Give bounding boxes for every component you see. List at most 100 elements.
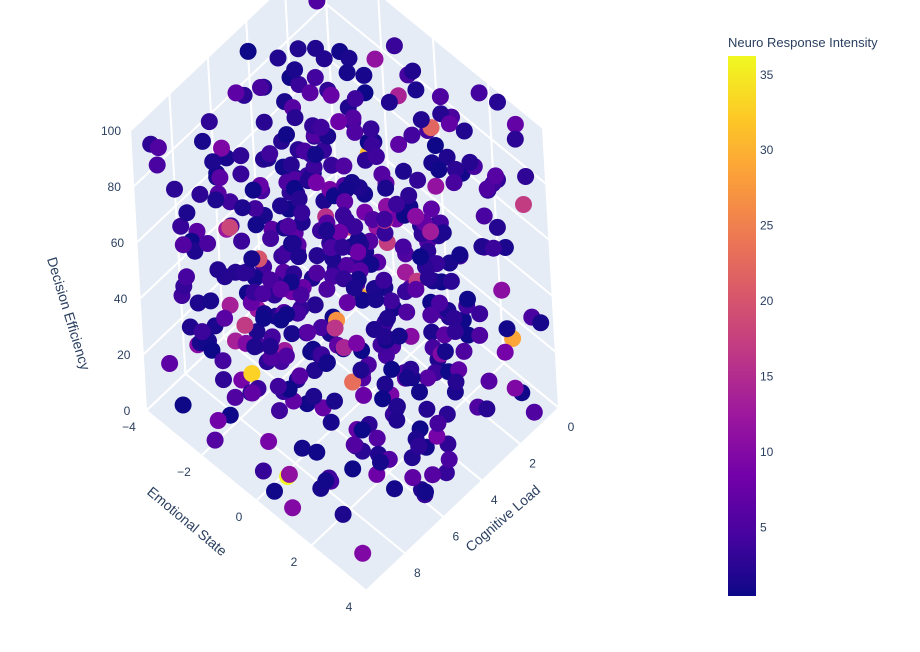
data-point (283, 325, 301, 343)
data-point (367, 291, 385, 309)
data-point (525, 403, 543, 421)
data-point (284, 234, 302, 252)
data-point (291, 367, 309, 385)
data-point (404, 469, 422, 486)
data-point (307, 174, 325, 191)
data-point (395, 162, 412, 180)
data-point (355, 386, 373, 404)
data-point (308, 247, 326, 265)
data-point (409, 171, 427, 189)
data-point (375, 271, 393, 289)
data-point (418, 400, 436, 418)
x-tick-label: 0 (568, 420, 575, 434)
data-point (315, 50, 333, 68)
data-point (400, 187, 418, 204)
data-point (376, 224, 394, 242)
data-point (446, 323, 464, 340)
data-point (214, 352, 232, 370)
data-point (383, 360, 401, 378)
data-point (232, 147, 250, 165)
data-point (307, 146, 324, 164)
data-point (471, 305, 489, 323)
data-point (388, 195, 405, 213)
data-point (355, 66, 373, 84)
data-point (148, 156, 166, 174)
data-point (269, 377, 287, 395)
data-point (404, 62, 422, 80)
data-point (260, 433, 278, 450)
data-point (243, 384, 261, 402)
data-point (272, 197, 289, 215)
data-point (199, 235, 217, 252)
data-point (161, 355, 179, 372)
data-point (532, 314, 550, 332)
colorbar-gradient (728, 56, 756, 596)
data-point (427, 177, 445, 195)
data-point (331, 223, 349, 241)
data-point (338, 64, 356, 82)
data-point (239, 42, 257, 60)
data-point (243, 250, 261, 268)
data-point (266, 482, 283, 500)
data-point (306, 69, 324, 86)
data-point (446, 160, 464, 178)
colorbar-tick-label: 10 (760, 445, 774, 459)
data-point (407, 81, 425, 99)
data-point (338, 257, 355, 274)
data-point (269, 49, 287, 67)
data-point (200, 113, 218, 131)
y-tick-label: 0 (236, 510, 243, 524)
data-point (429, 414, 447, 432)
data-point (213, 139, 230, 157)
data-point (227, 84, 245, 102)
z-tick-label: 0 (124, 404, 131, 418)
x-tick-label: 8 (414, 566, 421, 580)
data-point (209, 412, 227, 429)
data-point (189, 294, 207, 312)
x-axis-title: Cognitive Load (462, 482, 543, 555)
data-point (209, 261, 227, 279)
data-point (373, 165, 391, 183)
grid-line-z (130, 0, 270, 131)
data-point (470, 84, 488, 102)
x-tick-label: 4 (491, 493, 498, 507)
data-point (376, 375, 394, 393)
grid-line-y (542, 127, 560, 409)
data-point (379, 309, 396, 327)
data-point (362, 120, 380, 138)
data-point (346, 123, 364, 141)
z-tick-label: 40 (114, 292, 128, 306)
z-tick-label: 100 (101, 124, 121, 138)
data-point (442, 272, 460, 290)
data-point (254, 462, 272, 480)
data-point (407, 280, 425, 298)
data-point (312, 118, 330, 136)
data-point (431, 294, 449, 312)
data-point (236, 316, 254, 334)
colorbar-tick-label: 25 (760, 219, 774, 233)
data-point (221, 218, 239, 236)
data-point (244, 181, 262, 199)
data-point (478, 180, 496, 198)
data-point (278, 126, 295, 144)
data-point (271, 402, 288, 420)
data-point (480, 372, 498, 390)
data-point (194, 132, 211, 150)
data-point (396, 263, 414, 281)
colorbar-tick-label: 20 (760, 294, 774, 308)
data-point (440, 451, 458, 468)
data-point (388, 411, 406, 429)
data-point (496, 343, 514, 361)
data-point (334, 505, 352, 523)
data-point (488, 218, 506, 236)
data-point (398, 369, 416, 387)
data-point (308, 0, 326, 10)
grid-line-z (384, 0, 544, 129)
data-point (255, 113, 273, 131)
data-point (487, 167, 504, 185)
data-point (374, 390, 392, 408)
data-point (299, 324, 317, 341)
